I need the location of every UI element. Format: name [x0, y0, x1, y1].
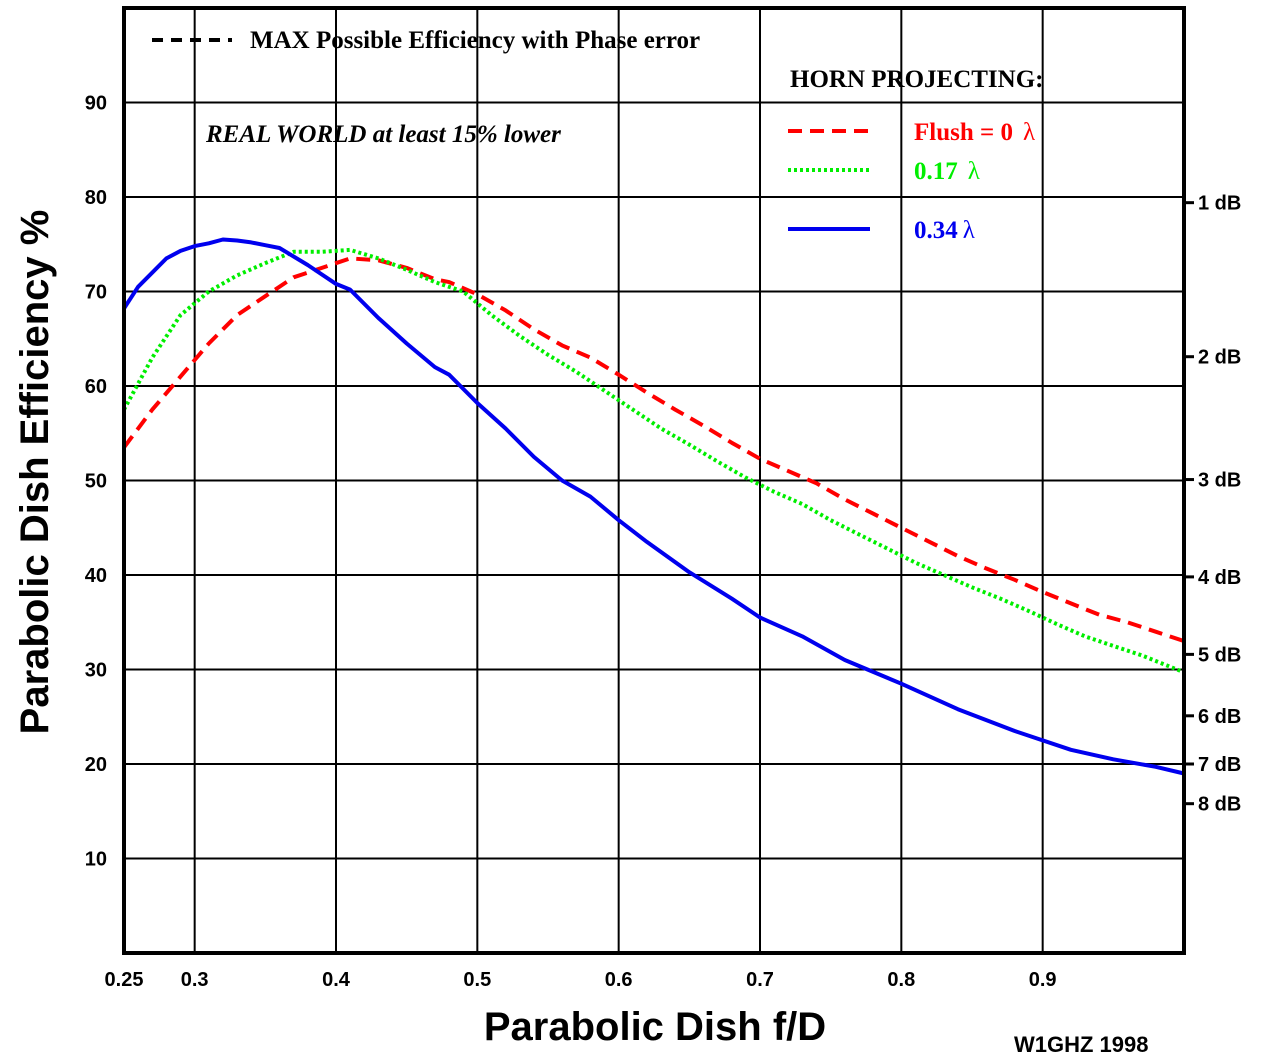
series-line-1	[122, 247, 1185, 675]
y-tick-label: 10	[85, 849, 107, 871]
db-tick-label: 3 dB	[1198, 470, 1241, 492]
series-line-0	[122, 256, 1185, 643]
tick-labels: 0.25 0.3 0.4 0.5 0.6 0.7 0.8 0.9 10 20 30 40 50 60 70 8…	[85, 93, 1242, 992]
series-line-2	[122, 237, 1185, 776]
x-axis-title: Parabolic Dish f/D	[484, 1005, 826, 1049]
db-tick-label: 2 dB	[1198, 347, 1241, 369]
db-tick-label: 1 dB	[1198, 193, 1241, 215]
db-tick-label: 8 dB	[1198, 794, 1241, 816]
y-tick-label: 20	[85, 754, 107, 776]
legend-lambda-flush: λ	[1023, 119, 1035, 146]
series-lines	[122, 237, 1185, 776]
x-tick-label: 0.5	[463, 969, 491, 991]
y-tick-label: 80	[85, 187, 107, 209]
grid-lines	[124, 8, 1184, 953]
y-tick-label: 30	[85, 660, 107, 682]
legend-lambda-0-34: λ	[963, 217, 975, 244]
legend-name-0-17: 0.17	[914, 158, 958, 185]
credit-label: W1GHZ 1998	[1014, 1032, 1149, 1052]
db-tick-label: 6 dB	[1198, 706, 1241, 728]
y-tick-label: 90	[85, 93, 107, 115]
y-axis-title: Parabolic Dish Efficiency %	[13, 210, 57, 735]
legend-label-0-17: 0.17 λ	[914, 158, 980, 185]
x-tick-label: 0.3	[181, 969, 209, 991]
x-tick-label: 0.4	[322, 969, 351, 991]
db-tick-label: 4 dB	[1198, 567, 1241, 589]
x-tick-label: 0.6	[605, 969, 633, 991]
x-tick-label: 0.9	[1029, 969, 1057, 991]
x-tick-label: 0.25	[105, 969, 144, 991]
x-tick-label: 0.8	[887, 969, 915, 991]
real-world-note: REAL WORLD at least 15% lower	[205, 121, 561, 148]
x-tick-label: 0.7	[746, 969, 774, 991]
y-tick-label: 60	[85, 376, 107, 398]
y-tick-label: 40	[85, 565, 107, 587]
db-tick-label: 7 dB	[1198, 754, 1241, 776]
legend-label-flush: Flush = 0 λ	[914, 119, 1035, 146]
legend-lambda-0-17: λ	[968, 158, 980, 185]
max-legend-text: MAX Possible Efficiency with Phase error	[250, 27, 700, 54]
y-tick-label: 50	[85, 471, 107, 493]
y-tick-label: 70	[85, 282, 107, 304]
legend-label-0-34: 0.34 λ	[914, 217, 975, 244]
db-tick-label: 5 dB	[1198, 644, 1241, 666]
legend-name-flush: Flush = 0	[914, 119, 1013, 146]
legend-name-0-34: 0.34	[914, 217, 958, 244]
horn-projecting-title: HORN PROJECTING:	[790, 66, 1043, 93]
